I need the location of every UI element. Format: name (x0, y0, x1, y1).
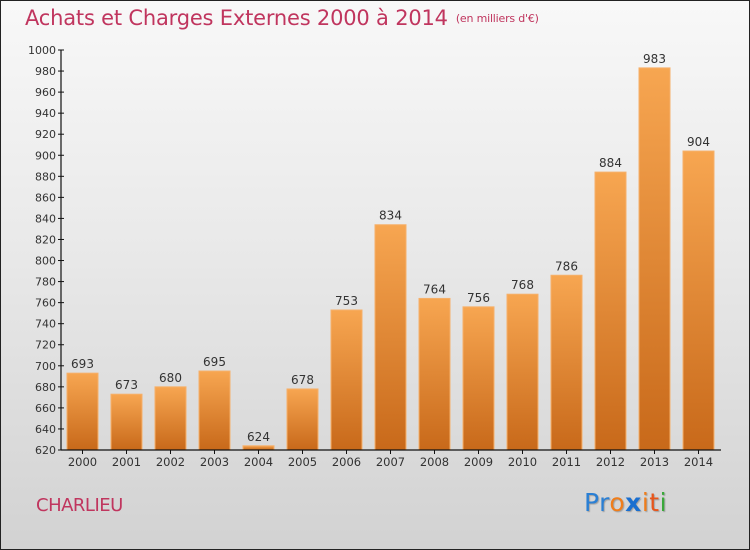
y-tick-label-840: 840 (35, 212, 56, 225)
chart-title-text: Achats et Charges Externes 2000 à 2014 (25, 6, 448, 30)
value-label-2006: 753 (335, 294, 358, 308)
chart-title: Achats et Charges Externes 2000 à 2014 (e… (25, 6, 539, 30)
y-tick-label-620: 620 (35, 444, 56, 457)
y-tick-label-960: 960 (35, 86, 56, 99)
bar-2002 (154, 386, 187, 451)
bar-2009 (462, 306, 495, 451)
town-name: CHARLIEU (36, 495, 123, 516)
x-tick-label-2004: 2004 (244, 455, 273, 469)
bar-2005 (286, 388, 319, 451)
value-label-2008: 764 (423, 282, 446, 296)
chart-unit: (en milliers d'€) (455, 12, 539, 25)
y-tick-label-940: 940 (35, 107, 56, 120)
bar-2014 (682, 150, 715, 451)
bar-2004 (242, 445, 275, 451)
bar-2010 (506, 293, 539, 451)
value-label-2013: 983 (643, 52, 666, 66)
bar-2011 (550, 274, 583, 451)
y-tick-label-660: 660 (35, 402, 56, 415)
value-label-2003: 695 (203, 355, 226, 369)
y-tick-label-1000: 1000 (28, 44, 56, 57)
bar-2000 (66, 372, 99, 451)
value-label-2007: 834 (379, 209, 402, 223)
x-tick-label-2008: 2008 (420, 455, 449, 469)
x-tick-label-2013: 2013 (640, 455, 669, 469)
bar-2012 (594, 171, 627, 451)
value-label-2012: 884 (599, 156, 622, 170)
y-tick-label-720: 720 (35, 339, 56, 352)
x-tick-label-2006: 2006 (332, 455, 361, 469)
value-label-2014: 904 (687, 135, 710, 149)
logo-letter: t (649, 488, 660, 517)
value-label-2004: 624 (247, 430, 270, 444)
y-tick-label-800: 800 (35, 255, 56, 268)
bars-group: 693 673 680 695 624 678 753 834 764 756 768 786 884 9… (66, 52, 715, 451)
axes-group: 620 640 660 680 700 720 740 760 780 800 820 840 860 8… (28, 44, 721, 469)
bar-2001 (110, 393, 143, 451)
x-tick-label-2000: 2000 (68, 455, 97, 469)
y-tick-label-920: 920 (35, 128, 56, 141)
y-tick-label-980: 980 (35, 65, 56, 78)
x-tick-label-2003: 2003 (200, 455, 229, 469)
y-tick-label-760: 760 (35, 297, 56, 310)
x-tick-label-2002: 2002 (156, 455, 185, 469)
y-tick-label-780: 780 (35, 276, 56, 289)
logo-letter: r (599, 488, 610, 517)
bar-2013 (638, 67, 671, 451)
x-tick-label-2012: 2012 (596, 455, 625, 469)
proxiti-logo[interactable]: Proxiti (584, 488, 667, 517)
value-label-2002: 680 (159, 371, 182, 385)
value-label-2000: 693 (71, 357, 94, 371)
x-tick-label-2011: 2011 (552, 455, 581, 469)
x-tick-label-2014: 2014 (684, 455, 713, 469)
y-tick-label-900: 900 (35, 149, 56, 162)
logo-letter: i (659, 488, 668, 517)
logo-letter: i (641, 488, 650, 517)
logo-letter: x (625, 488, 642, 517)
y-tick-label-880: 880 (35, 170, 56, 183)
x-tick-label-2010: 2010 (508, 455, 537, 469)
x-tick-label-2009: 2009 (464, 455, 493, 469)
bar-2007 (374, 224, 407, 451)
bar-2006 (330, 309, 363, 451)
value-label-2009: 756 (467, 291, 490, 305)
logo-letter: o (609, 488, 626, 517)
y-tick-label-740: 740 (35, 318, 56, 331)
value-label-2001: 673 (115, 378, 138, 392)
value-label-2011: 786 (555, 259, 578, 273)
y-tick-label-820: 820 (35, 233, 56, 246)
x-tick-label-2005: 2005 (288, 455, 317, 469)
bar-2003 (198, 370, 231, 451)
bar-2008 (418, 297, 451, 451)
y-tick-label-640: 640 (35, 423, 56, 436)
logo-letter: P (584, 488, 600, 517)
y-tick-label-680: 680 (35, 381, 56, 394)
x-tick-label-2007: 2007 (376, 455, 405, 469)
x-tick-label-2001: 2001 (112, 455, 141, 469)
y-tick-label-860: 860 (35, 191, 56, 204)
y-tick-label-700: 700 (35, 360, 56, 373)
value-label-2005: 678 (291, 373, 314, 387)
value-label-2010: 768 (511, 278, 534, 292)
